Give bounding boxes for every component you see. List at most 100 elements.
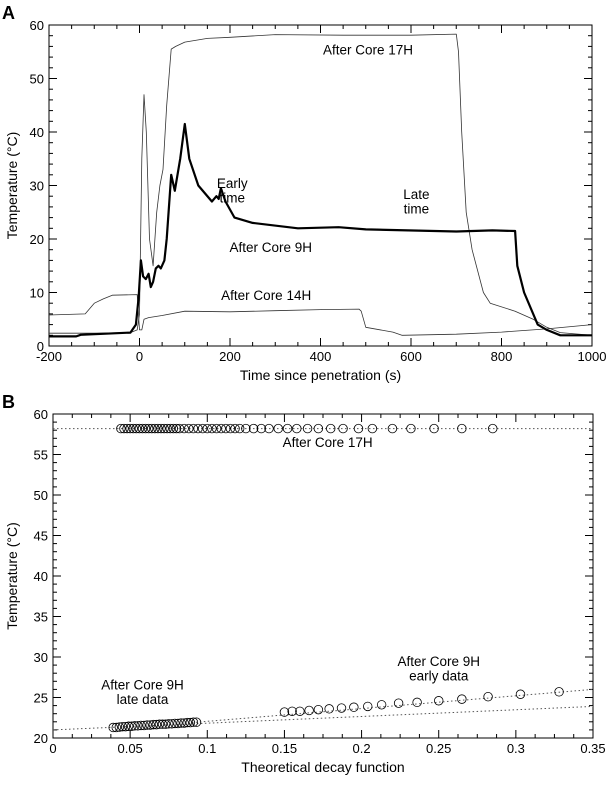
data-point-after-core-9h-early-data [457, 694, 467, 704]
y-tick-label: 40 [30, 125, 44, 140]
annotation-label: After Core 9H [229, 240, 312, 255]
data-point-after-core-9h-late-data [117, 721, 128, 732]
x-tick-label: 0.05 [117, 741, 142, 756]
data-point-after-core-17h [264, 423, 274, 434]
series-line-after-core-17h [49, 33, 593, 336]
data-point-after-core-9h-late-data [142, 720, 152, 730]
data-point-after-core-9h-early-data [483, 691, 493, 702]
data-point-after-core-9h-early-data [324, 704, 334, 714]
data-point-after-core-17h [248, 423, 259, 434]
data-point-after-core-9h-late-data [188, 717, 199, 727]
data-point-after-core-17h [165, 423, 175, 434]
y-tick-label: 45 [34, 529, 48, 544]
x-tick-label: 800 [491, 349, 513, 364]
data-point-after-core-17h [147, 423, 157, 434]
y-tick-label: 50 [34, 488, 48, 503]
data-point-after-core-17h [292, 423, 302, 434]
data-point-after-core-9h-early-data [336, 703, 347, 713]
annotation-label: Early [217, 176, 248, 191]
y-tick-label: 30 [34, 650, 48, 665]
data-point-after-core-9h-late-data [123, 721, 134, 731]
data-point-after-core-17h [202, 423, 212, 434]
data-point-after-core-17h [282, 423, 293, 434]
data-point-after-core-17h [174, 423, 185, 434]
data-point-after-core-9h-early-data [313, 704, 324, 715]
data-point-after-core-17h [153, 423, 163, 434]
data-point-after-core-9h-late-data [176, 718, 186, 728]
data-point-after-core-9h-late-data [164, 719, 174, 729]
y-axis-label: Temperature (°C) [4, 132, 20, 240]
annotation-label: After Core 17H [323, 42, 413, 57]
x-tick-label: 200 [219, 349, 241, 364]
annotation-label: late data [117, 692, 169, 707]
annotation-label: early data [409, 668, 469, 683]
fit-line-after-core-9h-early-fit [191, 688, 594, 724]
data-point-after-core-9h-late-data [139, 720, 149, 731]
x-tick-label: 400 [310, 349, 332, 364]
data-point-after-core-9h-late-data [185, 717, 196, 728]
y-tick-label: 10 [30, 286, 44, 301]
y-tick-label: 30 [30, 179, 44, 194]
data-point-after-core-9h-late-data [130, 721, 140, 731]
data-point-after-core-17h [125, 423, 135, 434]
data-point-after-core-9h-late-data [136, 720, 146, 731]
data-point-after-core-17h [159, 423, 169, 434]
annotation-label: time [404, 201, 430, 216]
y-tick-label: 40 [34, 569, 48, 584]
data-point-after-core-9h-late-data [167, 719, 177, 729]
x-tick-label: -200 [36, 349, 62, 364]
y-tick-label: 25 [34, 691, 48, 706]
data-point-after-core-17h [216, 423, 226, 434]
annotation-label: After Core 14H [221, 288, 311, 303]
data-point-after-core-9h-early-data [279, 707, 290, 717]
data-point-after-core-17h [367, 423, 378, 434]
data-point-after-core-9h-late-data [151, 719, 162, 730]
data-point-after-core-9h-early-data [349, 702, 359, 712]
data-point-after-core-9h-late-data [108, 722, 118, 733]
data-point-after-core-17h [302, 423, 313, 434]
y-tick-label: 20 [30, 232, 44, 247]
data-point-after-core-17h [171, 423, 182, 434]
x-tick-label: 0.2 [353, 741, 371, 756]
data-point-after-core-17h [207, 423, 217, 434]
data-point-after-core-17h [156, 423, 166, 434]
data-point-after-core-17h [188, 423, 199, 434]
data-point-after-core-9h-early-data [515, 689, 526, 699]
data-point-after-core-9h-late-data [148, 719, 158, 730]
data-point-after-core-17h [211, 423, 222, 434]
data-point-after-core-9h-late-data [154, 719, 165, 729]
x-axis-label: Theoretical decay function [241, 759, 404, 775]
y-tick-label: 60 [30, 18, 44, 33]
data-point-after-core-9h-early-data [412, 697, 422, 708]
data-point-after-core-17h [150, 423, 160, 434]
data-point-after-core-9h-late-data [182, 717, 192, 728]
data-point-after-core-17h [353, 423, 364, 434]
data-point-after-core-9h-early-data [376, 700, 387, 710]
data-point-after-core-17h [116, 423, 126, 434]
x-tick-label: 1000 [578, 349, 607, 364]
y-axis-label: Temperature (°C) [4, 522, 20, 630]
data-point-after-core-17h [256, 423, 266, 434]
panel-b-temperature-vs-decay-function: B 0 0.05 0.1 0.15 0.2 0.25 0.3 0.35 20 25 30 35 40 45 5… [2, 392, 606, 775]
x-tick-label: 0.1 [198, 741, 216, 756]
series-line-after-core-14h [48, 294, 593, 336]
annotation-label: After Core 9H [101, 677, 184, 692]
data-point-after-core-17h [273, 423, 283, 434]
data-point-after-core-9h-late-data [120, 721, 131, 732]
data-point-after-core-9h-early-data [287, 706, 297, 716]
y-tick-label: 60 [34, 407, 48, 422]
data-point-after-core-17h [179, 423, 189, 434]
x-tick-label: 0 [49, 741, 56, 756]
data-point-after-core-17h [225, 423, 236, 434]
data-point-after-core-17h [131, 423, 142, 434]
y-tick-label: 55 [34, 448, 48, 463]
data-point-after-core-17h [119, 423, 129, 434]
data-point-after-core-17h [234, 423, 245, 434]
data-point-after-core-17h [122, 423, 132, 434]
data-point-after-core-9h-late-data [126, 721, 137, 731]
data-point-after-core-17h [162, 423, 172, 434]
annotation-label: Late [403, 187, 429, 202]
data-point-after-core-17h [429, 423, 439, 434]
data-point-after-core-9h-early-data [554, 687, 564, 697]
y-tick-label: 50 [30, 72, 44, 87]
